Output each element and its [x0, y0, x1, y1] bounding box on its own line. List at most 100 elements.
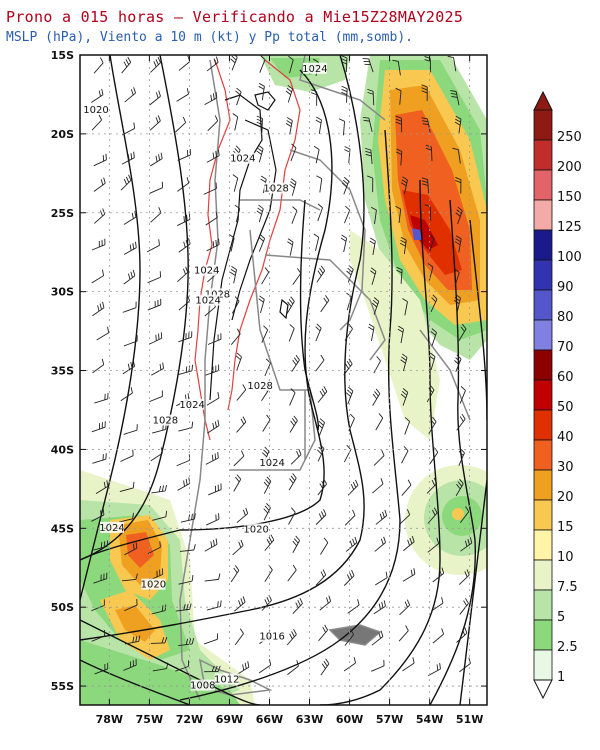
- wind-barb: [315, 323, 322, 342]
- wind-barb: [258, 659, 272, 674]
- colorbar-swatch: [533, 499, 553, 531]
- wind-barb: [427, 662, 441, 676]
- wind-barb: [285, 84, 293, 103]
- wind-barb: [373, 356, 381, 374]
- colorbar-swatch: [533, 289, 553, 321]
- wind-barb: [395, 115, 403, 133]
- wind-barb: [230, 565, 240, 583]
- wind-barb: [286, 628, 297, 646]
- wind-barb: [313, 233, 320, 251]
- wind-barb: [316, 265, 326, 283]
- wind-barb: [401, 446, 409, 464]
- lat-label: 15S: [51, 49, 74, 62]
- wind-barb: [152, 662, 169, 672]
- wind-barb: [290, 448, 302, 465]
- wind-barb: [93, 540, 109, 551]
- wind-barb: [206, 149, 220, 163]
- wind-barb: [91, 629, 106, 642]
- lon-label: 78W: [96, 713, 123, 726]
- wind-barb: [178, 574, 194, 585]
- wind-barb: [288, 507, 296, 525]
- wind-barb: [402, 568, 416, 582]
- wind-barb: [178, 295, 191, 311]
- colorbar-label: 250: [557, 130, 582, 145]
- colorbar-label: 2.5: [557, 640, 578, 655]
- wind-barb: [369, 237, 376, 255]
- wind-barb: [344, 629, 355, 646]
- wind-barb: [264, 534, 275, 551]
- isobar-label: 1024: [302, 64, 327, 75]
- wind-barb: [400, 388, 409, 406]
- colorbar-label: 10: [557, 550, 574, 565]
- wind-barb: [427, 537, 440, 553]
- wind-barb: [400, 176, 408, 194]
- wind-barb: [92, 453, 107, 464]
- wind-barb: [204, 573, 221, 582]
- wind-barb: [207, 333, 222, 345]
- lon-label: 63W: [296, 713, 323, 726]
- wind-barb: [123, 335, 138, 347]
- colorbar-swatch: [533, 439, 553, 471]
- wind-barb: [256, 144, 264, 163]
- lon-label: 54W: [416, 713, 443, 726]
- wind-barb: [399, 236, 407, 255]
- wind-barb: [236, 661, 250, 675]
- wind-barb: [315, 116, 322, 134]
- colorbar-swatch: [533, 349, 553, 381]
- lon-label: 57W: [376, 713, 403, 726]
- wind-barb: [315, 354, 325, 372]
- wind-barb: [149, 390, 163, 403]
- lon-label: 75W: [136, 713, 163, 726]
- wind-barb: [207, 115, 219, 132]
- wind-barb: [343, 570, 355, 586]
- wind-barb: [375, 509, 388, 525]
- wind-barb: [206, 419, 220, 434]
- isobar-label: 1020: [243, 524, 268, 535]
- wind-barb: [180, 513, 196, 523]
- wind-barb: [258, 295, 265, 313]
- lat-label: 25S: [51, 207, 74, 220]
- wind-barb: [447, 55, 457, 72]
- colorbar-swatch: [533, 199, 553, 231]
- wind-barb: [291, 354, 300, 372]
- wind-barb: [346, 292, 352, 311]
- wind-barb: [426, 384, 435, 403]
- wind-barb: [400, 353, 408, 372]
- wind-barb: [236, 416, 247, 433]
- wind-barb: [288, 55, 294, 74]
- wind-barb: [177, 148, 191, 161]
- wind-barb: [176, 88, 189, 102]
- colorbar-label: 7.5: [557, 580, 578, 595]
- wind-barb: [204, 538, 218, 552]
- lon-label: 66W: [256, 713, 283, 726]
- wind-barb: [204, 91, 218, 105]
- isobar-label: 1012: [214, 674, 239, 685]
- wind-barb: [371, 659, 385, 672]
- wind-barb: [206, 56, 219, 72]
- wind-barb: [175, 660, 189, 672]
- wind-barb: [258, 234, 266, 252]
- wind-barb: [454, 268, 460, 287]
- wind-barb: [147, 298, 162, 311]
- wind-barb: [310, 89, 318, 106]
- isobar-label: 1028: [263, 184, 288, 195]
- wind-barb: [399, 509, 411, 525]
- wind-barb: [421, 117, 431, 133]
- colorbar-swatch: [533, 229, 553, 261]
- wind-barb: [122, 301, 137, 313]
- wind-barb: [123, 659, 137, 671]
- wind-barb: [232, 113, 239, 131]
- map-title: Prono a 015 horas — Verificando a Mie15Z…: [6, 8, 464, 26]
- wind-barb: [204, 665, 221, 673]
- wind-barb: [91, 421, 106, 433]
- wind-barb: [375, 413, 384, 431]
- wind-barb: [292, 535, 300, 553]
- wind-barb: [317, 418, 325, 436]
- wind-barb: [234, 628, 244, 646]
- lon-label: 60W: [336, 713, 363, 726]
- wind-barb: [256, 115, 263, 133]
- wind-barb: [146, 239, 160, 253]
- wind-barb: [206, 513, 220, 526]
- wind-barb: [344, 205, 351, 224]
- wind-barb: [203, 182, 217, 195]
